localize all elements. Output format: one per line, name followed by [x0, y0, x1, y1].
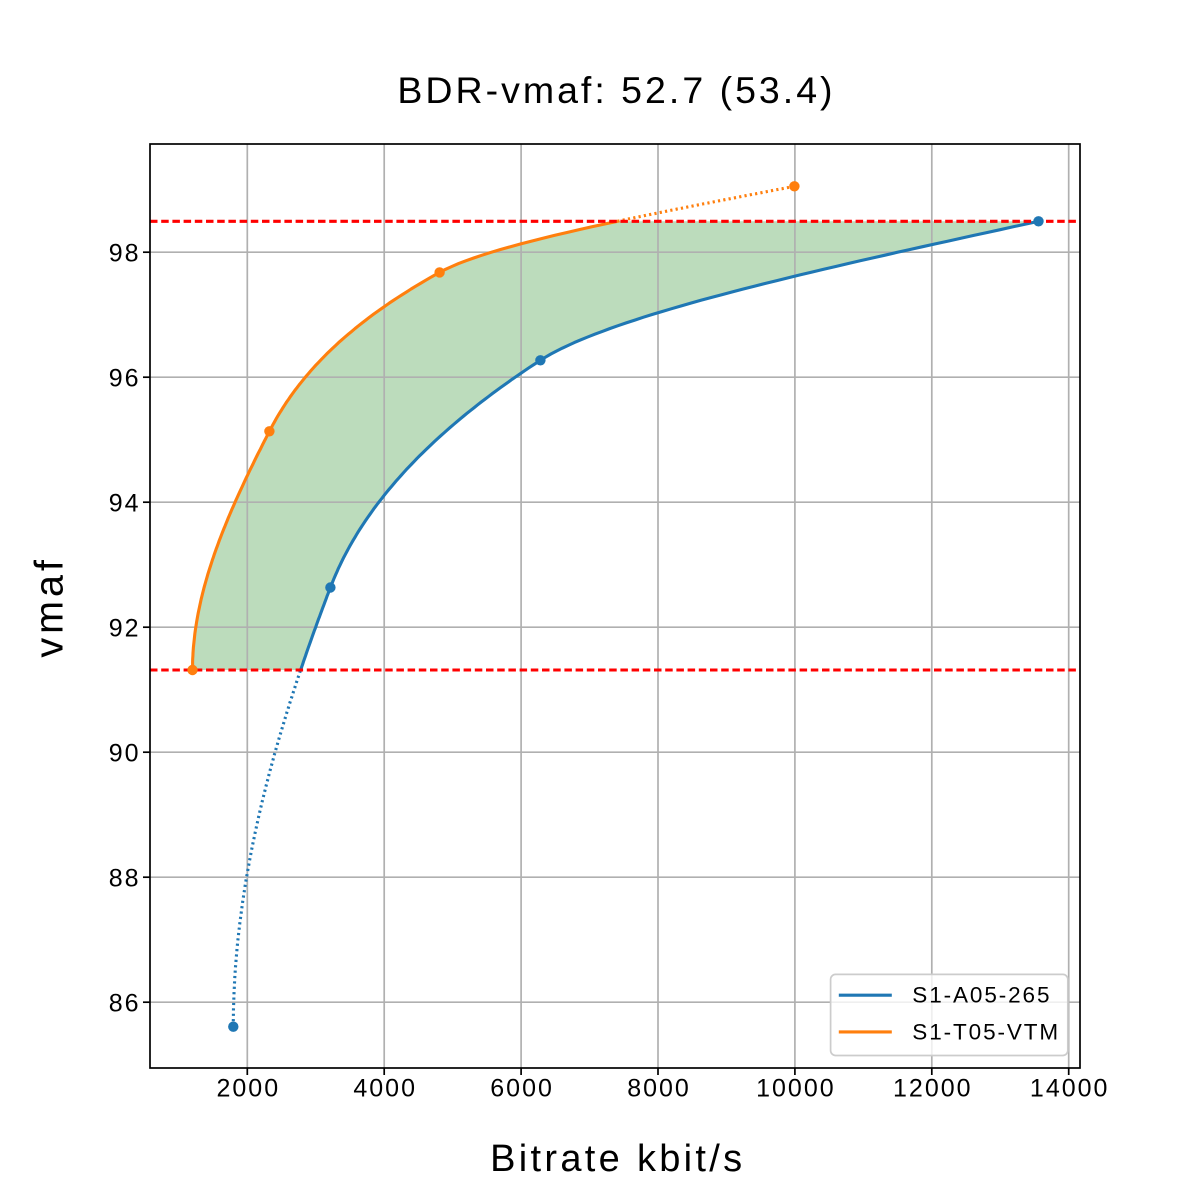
svg-text:BDR-vmaf: 52.7 (53.4): BDR-vmaf: 52.7 (53.4) — [397, 69, 835, 111]
svg-text:8000: 8000 — [627, 1075, 691, 1103]
svg-text:86: 86 — [109, 989, 141, 1017]
svg-text:14000: 14000 — [1030, 1075, 1110, 1103]
svg-text:10000: 10000 — [756, 1075, 836, 1103]
svg-text:S1-T05-VTM: S1-T05-VTM — [912, 1019, 1060, 1044]
svg-text:vmaf: vmaf — [28, 556, 72, 658]
svg-text:98: 98 — [109, 239, 141, 267]
svg-text:92: 92 — [109, 614, 141, 642]
svg-text:12000: 12000 — [893, 1075, 973, 1103]
svg-text:4000: 4000 — [353, 1075, 417, 1103]
svg-text:Bitrate kbit/s: Bitrate kbit/s — [490, 1138, 745, 1180]
svg-text:S1-A05-265: S1-A05-265 — [912, 982, 1051, 1007]
svg-text:90: 90 — [109, 739, 141, 767]
svg-text:88: 88 — [109, 864, 141, 892]
svg-text:94: 94 — [109, 489, 141, 517]
svg-text:2000: 2000 — [216, 1075, 280, 1103]
svg-text:96: 96 — [109, 364, 141, 392]
svg-text:6000: 6000 — [490, 1075, 554, 1103]
